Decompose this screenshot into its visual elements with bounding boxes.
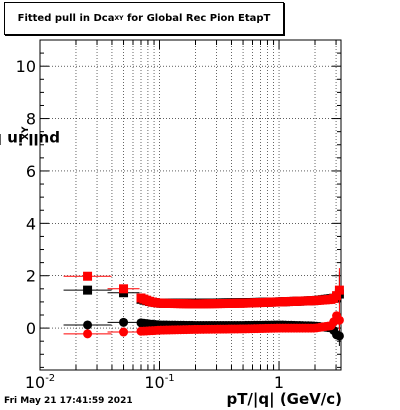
marker-square	[83, 285, 93, 295]
marker-circle	[83, 329, 93, 339]
x-tick-label: 10-1	[144, 373, 174, 392]
y-tick-label: 6	[26, 162, 36, 181]
y-tick-label: 0	[26, 319, 36, 338]
y-tick-label: 10	[16, 57, 36, 76]
y-tick-label: 8	[26, 110, 36, 129]
marker-circle	[119, 327, 129, 337]
x-axis-label: pT/|q| (GeV/c)	[226, 390, 342, 408]
marker-circle	[119, 317, 129, 327]
series-1	[63, 268, 344, 309]
data-series	[63, 268, 344, 346]
chart-title: Fitted pull in Dca	[17, 13, 115, 24]
x-tick-label: 1	[274, 373, 284, 392]
axis-ticks	[39, 39, 341, 370]
marker-square	[332, 291, 342, 301]
x-tick-labels: 10-2 10-1 1	[25, 373, 284, 392]
marker-square	[119, 284, 129, 294]
timestamp: Fri May 21 17:41:59 2021	[4, 396, 133, 406]
series-3	[63, 298, 344, 339]
chart-title-box: Fitted pull in Dca XY for Global Rec Pion…	[4, 2, 284, 35]
y-tick-label: 4	[26, 214, 36, 233]
chart-title-subscript: XY	[114, 15, 124, 22]
y-axis-label-text: pull in Dca	[0, 130, 60, 148]
y-tick-labels: 0 2 4 6 8 10	[16, 57, 36, 338]
marker-square	[83, 271, 93, 281]
plot-frame	[39, 39, 342, 371]
y-tick-label: 2	[26, 267, 36, 286]
chart-title-tail: for Global Rec Pion EtapT	[123, 13, 271, 24]
marker-circle	[83, 320, 93, 330]
x-tick-label: 10-2	[25, 373, 55, 392]
